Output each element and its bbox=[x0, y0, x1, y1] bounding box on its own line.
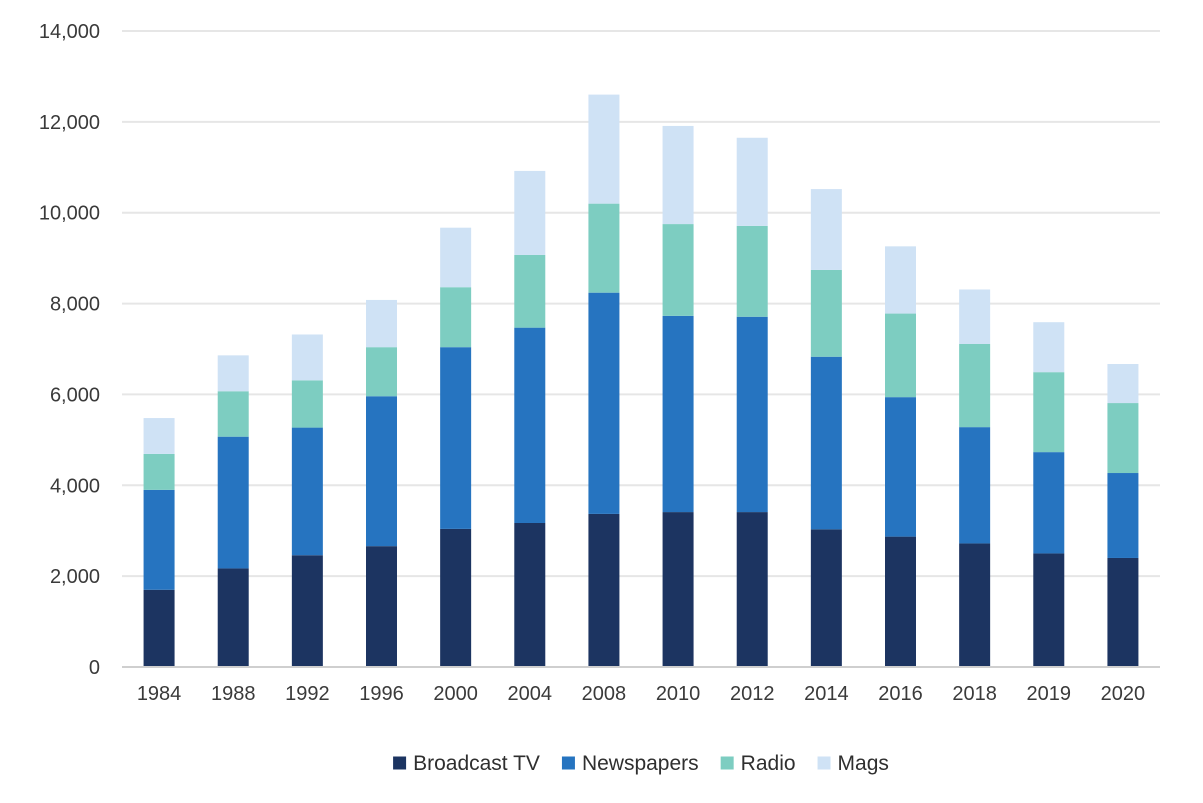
legend-swatch bbox=[393, 756, 407, 770]
legend-item: Broadcast TV bbox=[393, 752, 540, 775]
bar-segment-broadcast-tv bbox=[143, 589, 175, 667]
y-tick-label: 0 bbox=[89, 657, 100, 679]
legend-swatch bbox=[817, 756, 831, 770]
bar-segment-newspapers bbox=[959, 427, 991, 544]
x-tick-label: 2016 bbox=[878, 683, 923, 705]
legend-swatch bbox=[720, 756, 734, 770]
bar-segment-mags bbox=[588, 94, 620, 204]
bar-segment-radio bbox=[885, 313, 916, 398]
bar-segment-mags bbox=[291, 334, 323, 381]
bar-segment-newspapers bbox=[1107, 473, 1139, 558]
bar-segment-newspapers bbox=[366, 396, 397, 547]
legend-label: Mags bbox=[838, 752, 889, 775]
gridlines bbox=[122, 30, 1160, 578]
bar-segment-broadcast-tv bbox=[662, 512, 694, 667]
y-tick-label: 8,000 bbox=[50, 294, 100, 316]
bar-segment-mags bbox=[736, 137, 768, 226]
bar-segment-mags bbox=[143, 418, 175, 454]
bar-segment-radio bbox=[810, 269, 842, 357]
bar-segment-newspapers bbox=[810, 356, 842, 530]
x-tick-label: 2004 bbox=[508, 683, 553, 705]
bar-segment-broadcast-tv bbox=[1107, 557, 1139, 667]
bar-segment-newspapers bbox=[736, 316, 768, 513]
bar-segment-mags bbox=[662, 125, 694, 225]
bar-segment-mags bbox=[440, 227, 472, 288]
legend-item: Mags bbox=[817, 752, 889, 775]
bar-segment-radio bbox=[143, 453, 175, 490]
bar-segment-mags bbox=[514, 170, 546, 255]
bar-segment-broadcast-tv bbox=[885, 536, 916, 667]
bar-segment-broadcast-tv bbox=[440, 528, 472, 667]
legend-item: Radio bbox=[720, 752, 796, 775]
bar-segment-newspapers bbox=[514, 327, 546, 523]
bar-segment-mags bbox=[810, 189, 842, 270]
y-axis-tick-labels: 0 2,000 4,000 6,000 8,000 10,000 12,000 14,000 bbox=[39, 21, 100, 679]
bar-segment-radio bbox=[1107, 403, 1139, 474]
x-tick-label: 1988 bbox=[211, 683, 256, 705]
bar-segment-broadcast-tv bbox=[810, 529, 842, 667]
bar-segment-newspapers bbox=[217, 436, 249, 569]
x-axis-tick-labels: 1984 1988 1992 1996 2000 2004 2008 2010 2012 2014… bbox=[137, 683, 1145, 705]
y-tick-label: 2,000 bbox=[50, 566, 100, 588]
bar-segment-broadcast-tv bbox=[736, 512, 768, 667]
bar-segment-newspapers bbox=[1033, 452, 1065, 554]
y-tick-label: 12,000 bbox=[39, 112, 100, 134]
bar-segment-newspapers bbox=[885, 397, 916, 537]
bar-segment-newspapers bbox=[143, 489, 175, 590]
bar-segment-radio bbox=[736, 225, 768, 317]
y-tick-label: 6,000 bbox=[50, 384, 100, 406]
bar-segment-newspapers bbox=[662, 315, 694, 513]
legend-label: Broadcast TV bbox=[413, 752, 540, 775]
bar-segment-broadcast-tv bbox=[1033, 553, 1065, 667]
bar-segment-mags bbox=[1033, 322, 1065, 373]
x-tick-label: 2019 bbox=[1027, 683, 1072, 705]
bar-segment-newspapers bbox=[588, 292, 620, 514]
bar-segment-mags bbox=[885, 246, 916, 314]
legend-item: Newspapers bbox=[561, 752, 699, 775]
x-tick-label: 2000 bbox=[433, 683, 478, 705]
bar-segment-radio bbox=[291, 380, 323, 428]
bars bbox=[143, 94, 1139, 667]
bar-segment-radio bbox=[662, 224, 694, 316]
bar-segment-radio bbox=[217, 391, 249, 437]
x-tick-label: 1992 bbox=[285, 683, 330, 705]
bar-segment-radio bbox=[1033, 372, 1065, 453]
legend-label: Newspapers bbox=[582, 752, 699, 775]
x-tick-label: 2012 bbox=[730, 683, 775, 705]
bar-segment-radio bbox=[440, 287, 472, 348]
x-tick-label: 2014 bbox=[804, 683, 849, 705]
bar-segment-mags bbox=[217, 355, 249, 392]
bar-segment-radio bbox=[588, 203, 620, 293]
bar-segment-broadcast-tv bbox=[291, 555, 323, 667]
bar-segment-broadcast-tv bbox=[217, 568, 249, 667]
bar-segment-radio bbox=[514, 254, 546, 328]
bar-segment-radio bbox=[959, 344, 991, 428]
legend-swatch bbox=[561, 756, 575, 770]
y-tick-label: 14,000 bbox=[39, 21, 100, 43]
bar-segment-newspapers bbox=[440, 347, 472, 529]
y-tick-label: 4,000 bbox=[50, 475, 100, 497]
x-tick-label: 2010 bbox=[656, 683, 701, 705]
bar-segment-broadcast-tv bbox=[514, 522, 546, 667]
bar-segment-broadcast-tv bbox=[959, 543, 991, 667]
x-tick-label: 2020 bbox=[1101, 683, 1146, 705]
legend-label: Radio bbox=[741, 752, 796, 775]
bar-segment-mags bbox=[1107, 363, 1139, 404]
y-tick-label: 10,000 bbox=[39, 203, 100, 225]
bar-segment-mags bbox=[366, 299, 397, 348]
bar-segment-broadcast-tv bbox=[588, 513, 620, 667]
x-tick-label: 1984 bbox=[137, 683, 182, 705]
bar-segment-mags bbox=[959, 289, 991, 345]
legend: Broadcast TV Newspapers Radio Mags bbox=[393, 752, 889, 775]
x-tick-label: 1996 bbox=[359, 683, 404, 705]
bar-segment-newspapers bbox=[291, 427, 323, 556]
x-tick-label: 2018 bbox=[952, 683, 997, 705]
bar-segment-radio bbox=[366, 347, 397, 397]
bar-segment-broadcast-tv bbox=[366, 546, 397, 667]
x-tick-label: 2008 bbox=[582, 683, 627, 705]
